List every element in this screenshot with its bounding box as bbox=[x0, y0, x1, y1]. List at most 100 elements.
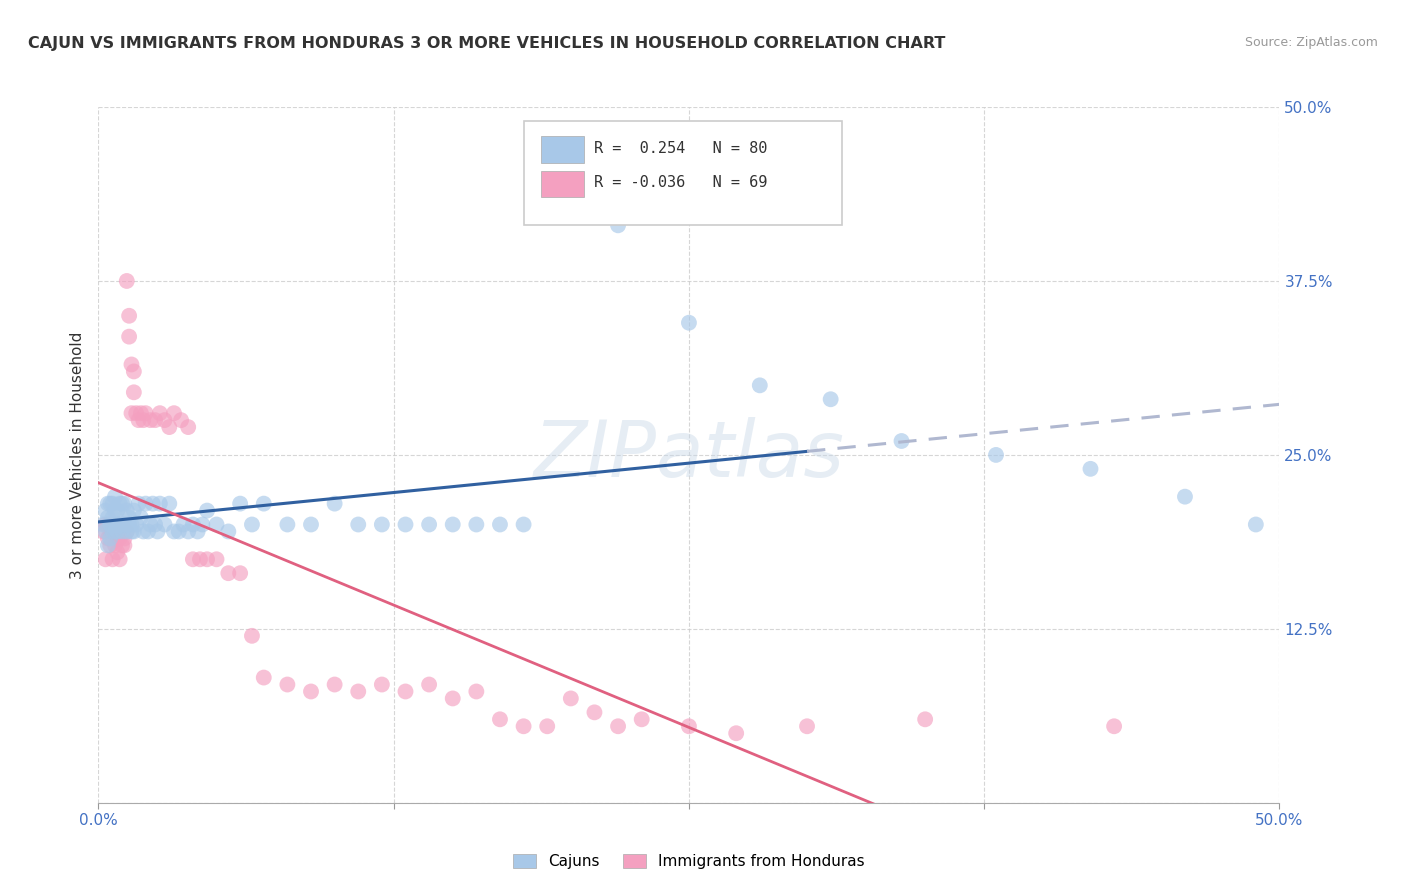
Point bbox=[97, 532, 120, 546]
Point bbox=[125, 406, 148, 420]
Point bbox=[108, 497, 131, 511]
Point bbox=[97, 510, 120, 524]
Point bbox=[104, 490, 127, 504]
Point bbox=[101, 510, 124, 524]
Point bbox=[157, 497, 180, 511]
Point bbox=[163, 524, 186, 539]
Point bbox=[820, 392, 842, 407]
Point bbox=[97, 538, 120, 552]
Point bbox=[512, 719, 534, 733]
Point bbox=[136, 524, 159, 539]
Point bbox=[153, 517, 176, 532]
Point bbox=[465, 517, 488, 532]
Point bbox=[1174, 490, 1197, 504]
Point bbox=[465, 684, 488, 698]
Point bbox=[121, 524, 143, 539]
Text: CAJUN VS IMMIGRANTS FROM HONDURAS 3 OR MORE VEHICLES IN HOUSEHOLD CORRELATION CH: CAJUN VS IMMIGRANTS FROM HONDURAS 3 OR M… bbox=[28, 36, 945, 51]
Point bbox=[112, 517, 135, 532]
Point bbox=[418, 517, 440, 532]
Point bbox=[181, 517, 204, 532]
Point bbox=[217, 524, 239, 539]
Point bbox=[101, 552, 124, 566]
Point bbox=[153, 413, 176, 427]
Point bbox=[229, 566, 252, 581]
Point bbox=[276, 517, 298, 532]
Point bbox=[157, 420, 180, 434]
Point bbox=[1244, 517, 1267, 532]
Point bbox=[122, 385, 145, 400]
Point bbox=[489, 517, 512, 532]
Point bbox=[132, 524, 155, 539]
Point bbox=[240, 517, 263, 532]
Point bbox=[135, 406, 157, 420]
Point bbox=[91, 524, 114, 539]
Point bbox=[104, 524, 127, 539]
Point bbox=[98, 538, 121, 552]
Point bbox=[441, 691, 464, 706]
Point bbox=[253, 671, 276, 685]
Point bbox=[118, 510, 141, 524]
Point bbox=[111, 538, 134, 552]
Point bbox=[104, 524, 127, 539]
Point bbox=[914, 712, 936, 726]
Point bbox=[105, 524, 128, 539]
Point bbox=[98, 532, 121, 546]
Point bbox=[984, 448, 1007, 462]
Point bbox=[678, 719, 700, 733]
Point bbox=[177, 420, 200, 434]
Point bbox=[143, 517, 166, 532]
Point bbox=[188, 552, 211, 566]
Point bbox=[101, 524, 124, 539]
Point bbox=[181, 552, 204, 566]
Point bbox=[108, 532, 131, 546]
Point bbox=[101, 497, 124, 511]
Point bbox=[97, 497, 120, 511]
Text: ZIPatlas: ZIPatlas bbox=[533, 417, 845, 493]
Point bbox=[441, 517, 464, 532]
Point bbox=[276, 677, 298, 691]
Point bbox=[167, 524, 190, 539]
Point bbox=[94, 517, 117, 532]
Point bbox=[205, 552, 228, 566]
Point bbox=[512, 517, 534, 532]
Point bbox=[560, 197, 582, 211]
Point bbox=[115, 503, 138, 517]
Point bbox=[748, 378, 770, 392]
Point bbox=[394, 684, 416, 698]
Point bbox=[121, 406, 143, 420]
Point bbox=[347, 684, 370, 698]
Point bbox=[149, 406, 172, 420]
Point bbox=[607, 719, 630, 733]
Point bbox=[94, 524, 117, 539]
Point bbox=[97, 517, 120, 532]
Point bbox=[111, 517, 134, 532]
Text: R =  0.254   N = 80: R = 0.254 N = 80 bbox=[595, 141, 768, 155]
Point bbox=[195, 552, 218, 566]
Point bbox=[1102, 719, 1125, 733]
Point bbox=[105, 532, 128, 546]
Point bbox=[105, 503, 128, 517]
Point bbox=[128, 413, 150, 427]
Point bbox=[122, 503, 145, 517]
Point bbox=[299, 684, 322, 698]
Point bbox=[142, 497, 165, 511]
Point bbox=[98, 524, 121, 539]
Point bbox=[630, 712, 652, 726]
Point bbox=[253, 497, 276, 511]
Point bbox=[678, 316, 700, 330]
Point bbox=[112, 532, 135, 546]
Point bbox=[371, 517, 394, 532]
Point bbox=[347, 517, 370, 532]
Point bbox=[129, 510, 152, 524]
Point bbox=[1080, 462, 1102, 476]
Point bbox=[217, 566, 239, 581]
Point bbox=[394, 517, 416, 532]
Bar bbox=[541, 171, 583, 197]
Point bbox=[323, 677, 346, 691]
Point bbox=[536, 719, 558, 733]
Point bbox=[890, 434, 912, 448]
Point bbox=[112, 497, 135, 511]
Text: Source: ZipAtlas.com: Source: ZipAtlas.com bbox=[1244, 36, 1378, 49]
Point bbox=[135, 497, 157, 511]
Point bbox=[91, 517, 114, 532]
